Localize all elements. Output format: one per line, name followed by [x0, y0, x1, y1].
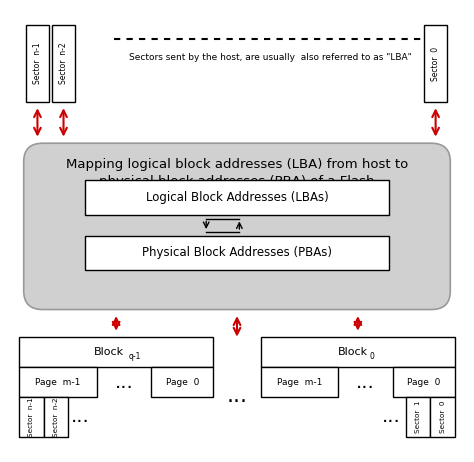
Text: Sectors sent by the host, are usually  also referred to as "LBA": Sectors sent by the host, are usually al… — [129, 53, 411, 62]
Text: q-1: q-1 — [129, 353, 141, 361]
FancyBboxPatch shape — [24, 143, 450, 310]
Text: Sector  n-1: Sector n-1 — [33, 43, 42, 85]
Text: Block: Block — [338, 347, 368, 357]
Text: Page  m-1: Page m-1 — [277, 378, 322, 387]
Text: 0: 0 — [370, 353, 374, 361]
Text: Sector  n-1: Sector n-1 — [28, 397, 34, 437]
Text: ...: ... — [356, 373, 375, 392]
FancyBboxPatch shape — [151, 367, 213, 397]
Text: Sector  1: Sector 1 — [415, 401, 421, 433]
Text: ...: ... — [227, 386, 247, 406]
FancyBboxPatch shape — [85, 180, 389, 215]
FancyBboxPatch shape — [19, 367, 97, 397]
FancyBboxPatch shape — [430, 397, 455, 437]
Text: ...: ... — [71, 407, 90, 426]
FancyBboxPatch shape — [44, 397, 68, 437]
FancyBboxPatch shape — [85, 236, 389, 270]
Text: Sector  n-2: Sector n-2 — [59, 43, 68, 85]
FancyBboxPatch shape — [19, 337, 213, 367]
Text: Sector  0: Sector 0 — [440, 401, 446, 433]
Text: Logical Block Addresses (LBAs): Logical Block Addresses (LBAs) — [146, 191, 328, 204]
Text: ...: ... — [115, 373, 133, 392]
FancyBboxPatch shape — [261, 337, 455, 367]
FancyBboxPatch shape — [406, 397, 430, 437]
FancyBboxPatch shape — [261, 367, 338, 397]
Text: Block: Block — [94, 347, 124, 357]
Text: Page  0: Page 0 — [407, 378, 441, 387]
Text: Mapping logical block addresses (LBA) from host to: Mapping logical block addresses (LBA) fr… — [66, 158, 408, 170]
Text: Page  m-1: Page m-1 — [35, 378, 81, 387]
FancyBboxPatch shape — [424, 25, 447, 102]
FancyBboxPatch shape — [393, 367, 455, 397]
Text: physical block addresses (PBA) of a Flash: physical block addresses (PBA) of a Flas… — [99, 175, 375, 188]
Text: Physical Block Addresses (PBAs): Physical Block Addresses (PBAs) — [142, 246, 332, 260]
Text: Page  0: Page 0 — [165, 378, 199, 387]
FancyBboxPatch shape — [26, 25, 49, 102]
Text: Sector  0: Sector 0 — [431, 47, 440, 80]
Text: ...: ... — [382, 407, 401, 426]
Text: Sector  n-2: Sector n-2 — [53, 397, 59, 437]
FancyBboxPatch shape — [52, 25, 75, 102]
FancyBboxPatch shape — [19, 397, 44, 437]
